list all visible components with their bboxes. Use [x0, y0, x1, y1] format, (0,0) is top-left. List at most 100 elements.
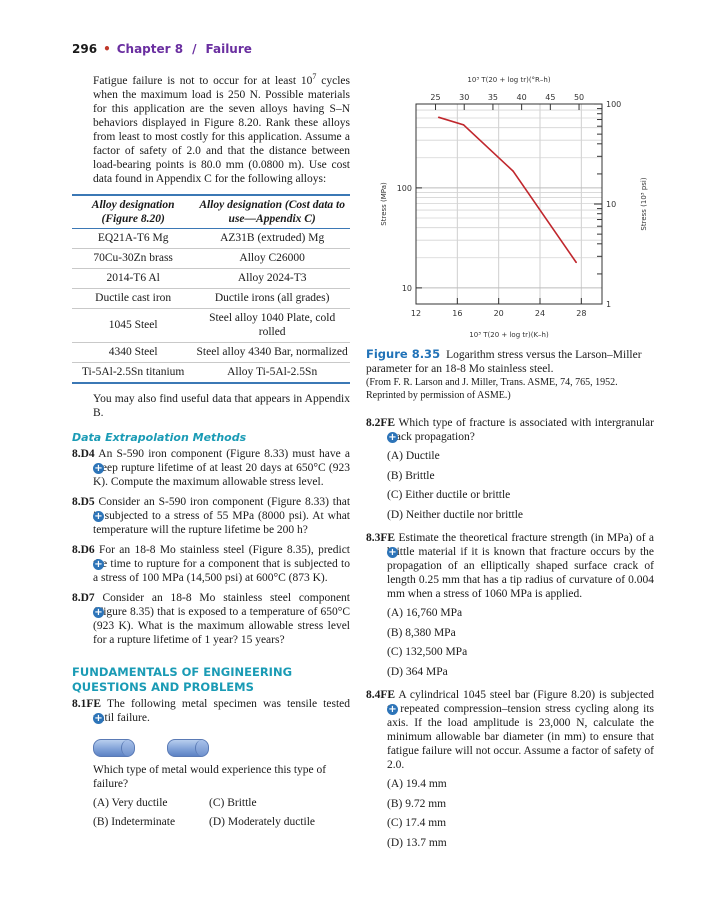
problem-8-4fe: +8.4FE A cylindrical 1045 steel bar (Fig…	[366, 688, 654, 772]
page-number: 296	[72, 42, 98, 56]
specimen-figure	[93, 737, 350, 759]
cost-alloy-cell: Steel alloy 1040 Plate, cold rolled	[194, 308, 350, 343]
table-row: 4340 Steel Steel alloy 4340 Bar, normaliz…	[72, 342, 350, 363]
problem-number: 8.3FE	[366, 532, 396, 544]
x-tick-label: 16	[452, 309, 462, 318]
running-header: 296 • Chapter 8 / Failure	[72, 42, 252, 56]
y2-tick-label: 10	[606, 200, 616, 209]
figure-alloy-cell: Ti-5Al-2.5Sn titanium	[72, 362, 195, 384]
caption-source: (From F. R. Larson and J. Miller, Trans.…	[366, 377, 618, 401]
problem-number: 8.D4	[72, 447, 95, 460]
problem-text: Which type of fracture is associated wit…	[387, 417, 654, 443]
section-heading-line2: QUESTIONS AND PROBLEMS	[72, 679, 254, 694]
problem-text: For an 18-8 Mo stainless steel (Figure 8…	[93, 543, 350, 584]
problem-text: The following metal specimen was tensile…	[93, 697, 350, 724]
answer-option: (B) Indeterminate	[93, 816, 176, 829]
y-tick-label: 100	[397, 184, 412, 193]
figure-caption: Figure 8.35 Logarithm stress versus the L…	[366, 347, 654, 402]
section-heading-data-extrapolation: Data Extrapolation Methods	[72, 430, 247, 444]
x-tick-label: 20	[494, 309, 504, 318]
answer-option: (D) 13.7 mm	[387, 836, 447, 849]
problem-number: 8.D5	[72, 495, 95, 508]
answer-option: (D) 364 MPa	[387, 665, 448, 678]
figure-alloy-cell: 4340 Steel	[72, 342, 195, 363]
after-table-text: You may also find useful data that appea…	[93, 392, 350, 419]
answer-option: (A) Ductile	[387, 450, 440, 462]
plus-circle-icon[interactable]: +	[387, 704, 398, 715]
header-slash: /	[192, 42, 197, 56]
answer-option: (D) Moderately ductile	[209, 816, 316, 829]
problem-8-3fe: +8.3FE Estimate the theoretical fracture…	[366, 531, 654, 601]
cost-alloy-cell: Alloy Ti-5Al-2.5Sn	[194, 362, 350, 384]
x2-tick-label: 50	[574, 93, 584, 102]
alloy-table: Alloy designation (Figure 8.20) Alloy de…	[72, 193, 350, 384]
figure-alloy-cell: 2014-T6 Al	[72, 268, 195, 289]
answer-option: (D) Neither ductile nor brittle	[387, 508, 524, 521]
answer-option: (C) Either ductile or brittle	[387, 489, 511, 501]
cost-alloy-cell: Alloy C26000	[194, 248, 350, 269]
problem-8-2fe: +8.2FE Which type of fracture is associa…	[366, 416, 654, 444]
caption-text: Logarithm stress versus the Larson–Mille…	[366, 349, 642, 375]
left-column: Fatigue failure is not to occur for at l…	[72, 70, 350, 833]
figure-alloy-cell: Ductile cast iron	[72, 288, 195, 309]
intro-exponent: 7	[312, 72, 317, 81]
problem-8-d5: +8.D5 Consider an S-590 iron component (…	[72, 495, 350, 537]
intro-paragraph: Fatigue failure is not to occur for at l…	[72, 70, 350, 186]
section-heading-line1: FUNDAMENTALS OF ENGINEERING	[72, 664, 293, 679]
table-row: Ti-5Al-2.5Sn titanium Alloy Ti-5Al-2.5Sn	[72, 362, 350, 384]
problem-number: 8.2FE	[366, 417, 396, 429]
figure-label: Figure 8.35	[366, 347, 441, 361]
series-point	[512, 170, 514, 172]
problem-text: Estimate the theoretical fracture streng…	[387, 532, 655, 600]
problem-text: Consider an 18-8 Mo stainless steel comp…	[93, 591, 351, 646]
cost-alloy-cell: Ductile irons (all grades)	[194, 288, 350, 309]
problem-number: 8.D7	[72, 591, 95, 604]
y2-tick-label: 100	[606, 100, 621, 109]
problem-8-d6: +8.D6 For an 18-8 Mo stainless steel (Fi…	[72, 543, 350, 585]
answer-option: (B) 9.72 mm	[387, 797, 447, 810]
problem-8-3fe-options: (A) 16,760 MPa (B) 8,380 MPa (C) 132,500…	[366, 604, 654, 682]
problem-8-1fe-followup: Which type of metal would experience thi…	[93, 763, 327, 790]
specimen-fragment-left	[93, 738, 135, 757]
x-tick-label: 24	[535, 309, 545, 318]
problem-8-d4: +8.D4 An S-590 iron component (Figure 8.…	[72, 447, 350, 489]
problem-8-4fe-options: (A) 19.4 mm (B) 9.72 mm (C) 17.4 mm (D) …	[366, 775, 654, 853]
answer-option: (C) 132,500 MPa	[387, 646, 468, 658]
figure-alloy-cell: 1045 Steel	[72, 308, 195, 343]
problem-8-1fe-options: (A) Very ductile (C) Brittle (B) Indeter…	[72, 794, 350, 833]
x-tick-label: 28	[576, 309, 586, 318]
problem-number: 8.1FE	[72, 697, 102, 710]
intro-text-cont: cycles when the maximum load is 250 N. P…	[93, 74, 351, 185]
x2-tick-label: 30	[459, 93, 469, 102]
specimen-fragment-right	[167, 738, 209, 757]
problem-number: 8.D6	[72, 543, 95, 556]
figure-alloy-cell: 70Cu-30Zn brass	[72, 248, 195, 269]
plus-circle-icon[interactable]: +	[387, 432, 398, 443]
answer-option: (B) Brittle	[387, 469, 435, 482]
plus-circle-icon[interactable]: +	[93, 712, 104, 724]
series-point	[462, 124, 465, 126]
section-heading-fe: FUNDAMENTALS OF ENGINEERING QUESTIONS AN…	[72, 665, 350, 695]
series-line	[438, 116, 577, 263]
y2-axis-label: Stress (10³ psi)	[640, 177, 648, 230]
plus-circle-icon[interactable]: +	[93, 606, 104, 618]
x2-tick-label: 40	[517, 93, 527, 102]
problem-number: 8.4FE	[366, 689, 396, 701]
table-row: EQ21A-T6 Mg AZ31B (extruded) Mg	[72, 228, 350, 249]
table-header-figure: Alloy designation (Figure 8.20)	[72, 193, 195, 229]
plus-circle-icon[interactable]: +	[93, 462, 104, 474]
answer-option: (C) Brittle	[209, 796, 257, 809]
y-tick-label: 10	[402, 284, 412, 293]
problem-8-1fe: +8.1FE The following metal specimen was …	[72, 697, 350, 725]
x-tick-label: 12	[411, 309, 421, 318]
chapter-title: Failure	[205, 42, 252, 56]
table-row: 1045 Steel Steel alloy 1040 Plate, cold r…	[72, 308, 350, 343]
cost-alloy-cell: Steel alloy 4340 Bar, normalized	[194, 342, 350, 363]
plus-circle-icon[interactable]: +	[387, 547, 398, 558]
intro-text: Fatigue failure is not to occur for at l…	[93, 74, 313, 87]
x-axis-label: 10³ T(20 + log tr)(K–h)	[469, 331, 549, 339]
problem-8-d7: +8.D7 Consider an 18-8 Mo stainless stee…	[72, 591, 350, 647]
plus-circle-icon[interactable]: +	[93, 510, 104, 522]
plus-circle-icon[interactable]: +	[93, 558, 104, 570]
cost-alloy-cell: Alloy 2024-T3	[194, 268, 350, 289]
